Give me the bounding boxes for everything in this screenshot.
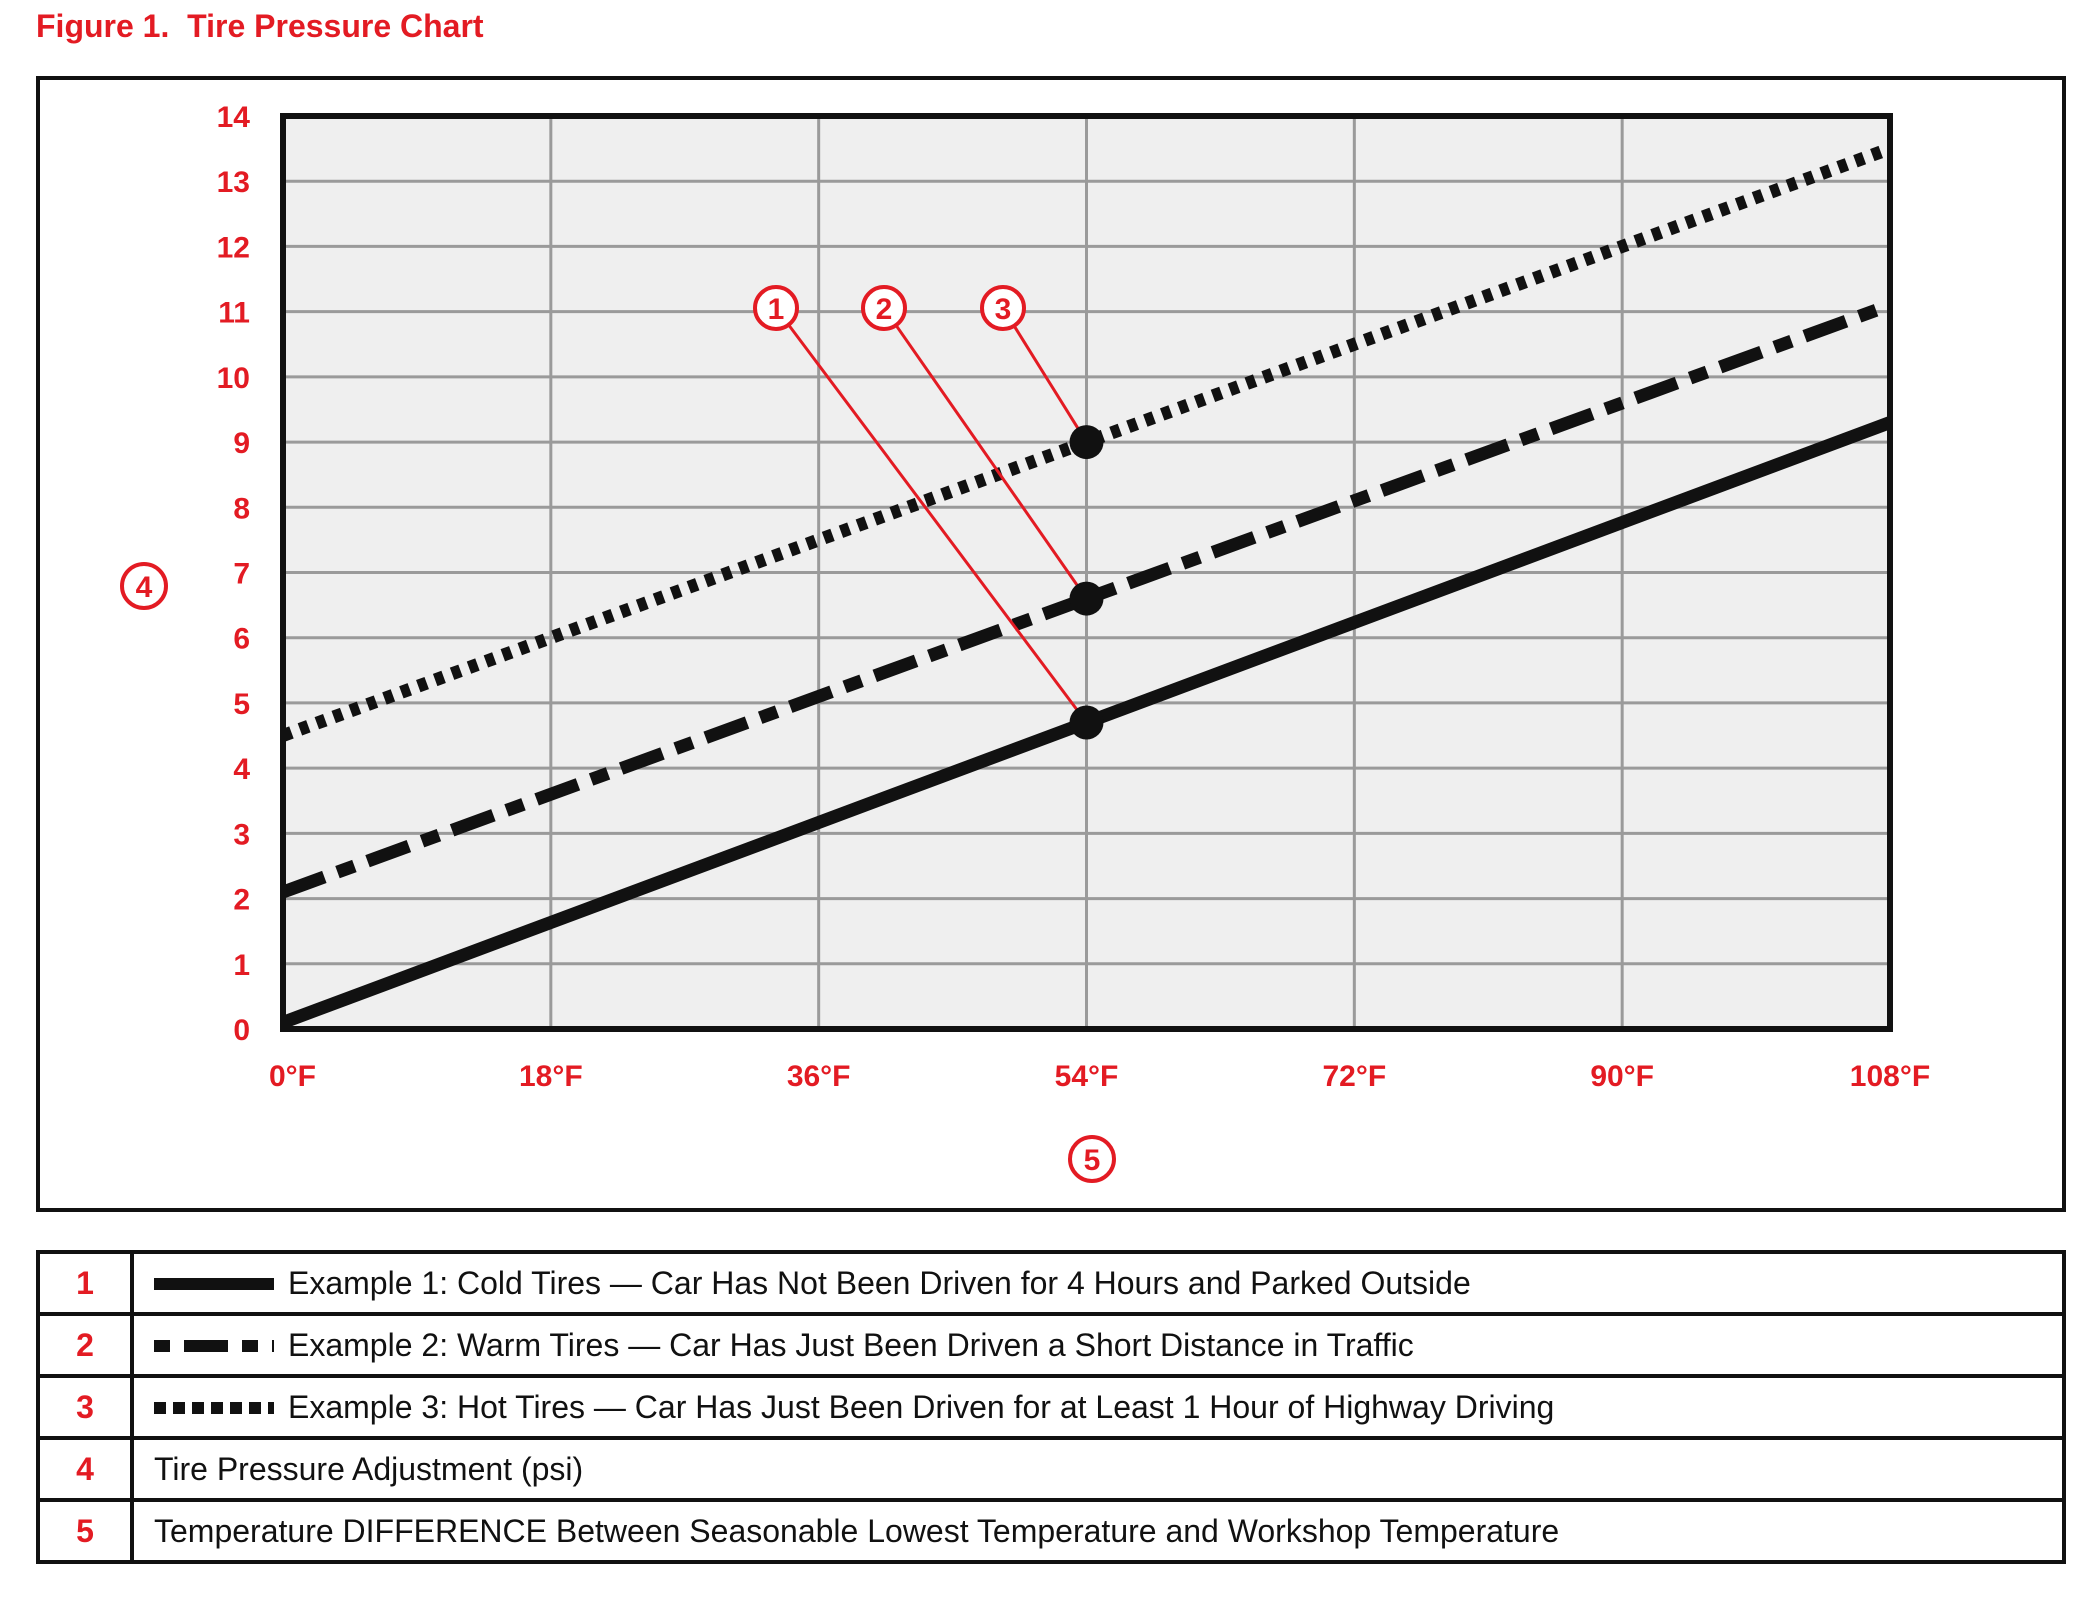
callout-leader-line: [1013, 325, 1088, 443]
legend-text: Example 3: Hot Tires — Car Has Just Been…: [288, 1389, 1555, 1426]
callout-bubble: [861, 285, 907, 331]
legend-text: Example 2: Warm Tires — Car Has Just Bee…: [288, 1327, 1414, 1364]
axis-callouts: 45: [120, 562, 1116, 1183]
callout-bubble: [753, 285, 799, 331]
legend-number: 1: [36, 1250, 134, 1316]
y-tick-label: 5: [233, 688, 250, 721]
callout-number: 3: [995, 293, 1012, 326]
data-point-marker: [1069, 581, 1104, 616]
legend-swatch-dotted: [154, 1402, 274, 1415]
x-tick-label: 54°F: [1055, 1060, 1119, 1093]
x-tick-label: 108°F: [1850, 1060, 1930, 1093]
figure-title: Figure 1. Tire Pressure Chart: [36, 8, 484, 44]
y-tick-label: 12: [217, 231, 250, 264]
axis-callout-number: 4: [136, 571, 153, 604]
axis-callout-bubble: [120, 562, 168, 610]
callout-leader-line: [895, 325, 1088, 600]
callout-bubble: [980, 285, 1026, 331]
y-tick-label: 9: [233, 427, 250, 460]
y-tick-label: 4: [233, 753, 250, 786]
series-line-dotted: [280, 142, 1893, 742]
legend-swatch-dashed: [154, 1340, 274, 1353]
y-tick-label: 11: [218, 297, 250, 330]
legend-swatch-solid: [154, 1278, 274, 1291]
legend-row: 5 Temperature DIFFERENCE Between Seasonab…: [36, 1498, 2066, 1564]
legend-number: 3: [36, 1374, 134, 1440]
legend-text: Example 1: Cold Tires — Car Has Not Been…: [288, 1265, 1471, 1302]
legend-description: Tire Pressure Adjustment (psi): [130, 1436, 2066, 1502]
y-tick-label: 3: [233, 818, 250, 851]
axis-callout-bubble: [1068, 1135, 1116, 1183]
legend-number: 4: [36, 1436, 134, 1502]
y-tick-label: 10: [217, 362, 250, 395]
legend-row: 4 Tire Pressure Adjustment (psi): [36, 1436, 2066, 1502]
y-tick-label: 1: [233, 949, 250, 982]
markers: [1069, 425, 1104, 740]
y-tick-label: 13: [217, 166, 250, 199]
legend-row: 3 Example 3: Hot Tires — Car Has Just Bee…: [36, 1374, 2066, 1440]
x-tick-label: 36°F: [787, 1060, 851, 1093]
y-tick-label: 0: [233, 1014, 250, 1047]
data-point-marker: [1069, 705, 1104, 740]
callouts: 1 2 3: [753, 285, 1088, 724]
legend-number: 5: [36, 1498, 134, 1564]
legend-description: Temperature DIFFERENCE Between Seasonabl…: [130, 1498, 2066, 1564]
plot-border: [280, 113, 1893, 1032]
y-tick-label: 7: [233, 558, 250, 591]
x-tick-label: 72°F: [1322, 1060, 1386, 1093]
legend-row: 2 Example 2: Warm Tires — Car Has Just Be…: [36, 1312, 2066, 1378]
series-line-dashed: [280, 299, 1893, 899]
legend-description: Example 1: Cold Tires — Car Has Not Been…: [130, 1250, 2066, 1316]
x-tick-label: 18°F: [519, 1060, 583, 1093]
callout-leader-line: [787, 324, 1088, 724]
x-tick-label: 90°F: [1590, 1060, 1654, 1093]
callout-number: 2: [876, 293, 893, 326]
callout-number: 1: [768, 293, 785, 326]
legend-row: 1 Example 1: Cold Tires — Car Has Not Bee…: [36, 1250, 2066, 1316]
y-tick-label: 8: [233, 492, 250, 525]
x-tick-label: 0°F: [269, 1060, 316, 1093]
y-tick-label: 14: [217, 101, 251, 134]
axis-callout-number: 5: [1084, 1144, 1101, 1177]
legend-text: Tire Pressure Adjustment (psi): [154, 1451, 584, 1488]
legend-description: Example 3: Hot Tires — Car Has Just Been…: [130, 1374, 2066, 1440]
legend-table: 1 Example 1: Cold Tires — Car Has Not Bee…: [36, 1250, 2066, 1564]
legend-number: 2: [36, 1312, 134, 1378]
y-tick-label: 6: [233, 623, 250, 656]
legend-text: Temperature DIFFERENCE Between Seasonabl…: [154, 1513, 1560, 1550]
data-point-marker: [1069, 425, 1104, 460]
y-tick-label: 2: [233, 884, 250, 917]
legend-description: Example 2: Warm Tires — Car Has Just Bee…: [130, 1312, 2066, 1378]
